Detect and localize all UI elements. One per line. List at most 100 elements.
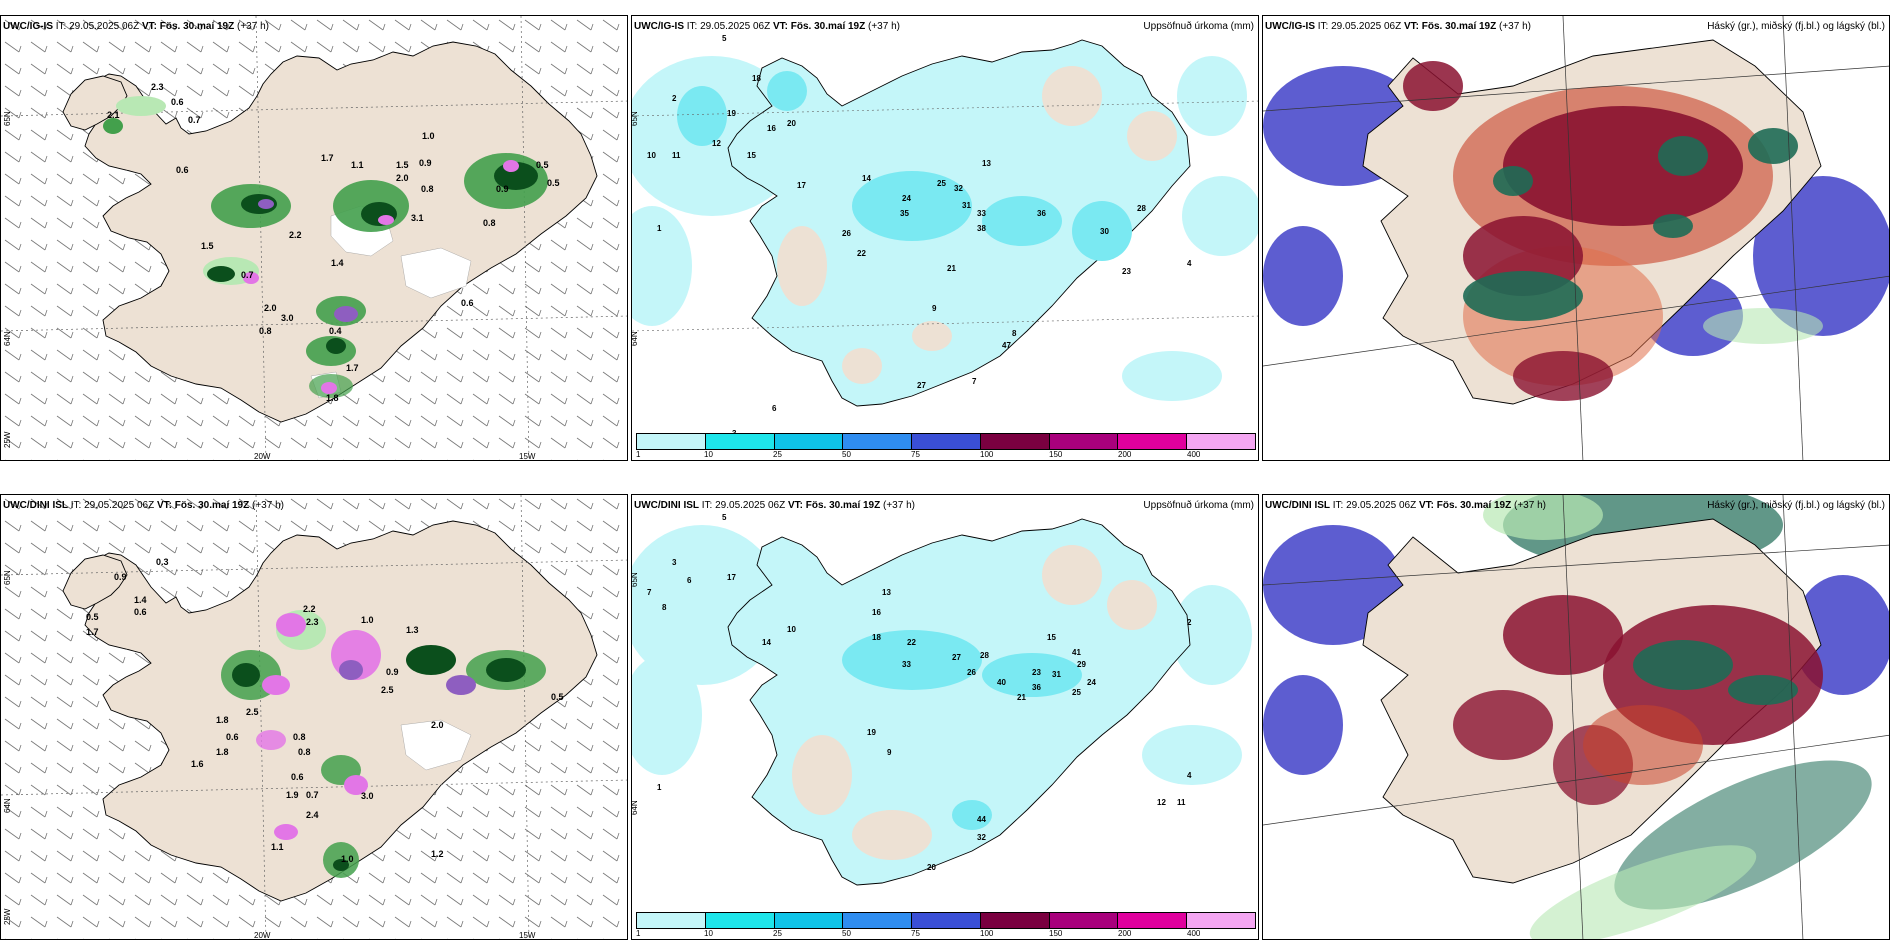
svg-text:17: 17: [797, 181, 806, 190]
svg-text:26: 26: [842, 229, 851, 238]
svg-text:24: 24: [902, 194, 911, 203]
lat-label-64n: 64N: [631, 331, 639, 346]
panel-top-left: UWC/IG-IS IT: 29.05.2025 06Z VT: Fös. 30…: [0, 15, 628, 461]
lat-label-64n: 64N: [3, 798, 12, 813]
svg-text:1.4: 1.4: [134, 595, 147, 605]
colorbar-swatch: [980, 913, 1050, 928]
svg-text:35: 35: [900, 209, 909, 218]
svg-text:22: 22: [857, 249, 866, 258]
svg-text:0.5: 0.5: [547, 178, 560, 188]
svg-text:1.0: 1.0: [422, 131, 435, 141]
land-dry-patches: [792, 545, 1157, 860]
lat-label-25w: 25W: [3, 908, 12, 925]
svg-text:0.7: 0.7: [306, 790, 319, 800]
precip-shading: [221, 610, 546, 878]
svg-text:21: 21: [947, 264, 956, 273]
svg-text:1.8: 1.8: [326, 393, 339, 403]
colorbar-labels: 1 10 25 50 75 100 150 200 400: [636, 929, 1201, 938]
colorbar-swatch: [912, 913, 981, 928]
colorbar-swatch: [1118, 434, 1188, 449]
lat-label-65n: 65N: [3, 111, 12, 126]
svg-text:0.6: 0.6: [291, 772, 304, 782]
svg-text:25: 25: [937, 179, 946, 188]
svg-text:32: 32: [954, 184, 963, 193]
colorbar-swatch: [774, 913, 844, 928]
svg-text:47: 47: [1002, 341, 1011, 350]
lat-label-65n: 65N: [3, 570, 12, 585]
svg-text:4: 4: [1187, 771, 1192, 780]
svg-text:36: 36: [1037, 209, 1046, 218]
svg-text:1.7: 1.7: [86, 627, 99, 637]
svg-text:6: 6: [772, 404, 777, 413]
colorbar-swatch: [980, 434, 1050, 449]
svg-text:26: 26: [967, 668, 976, 677]
colorbar-swatch: [912, 434, 981, 449]
svg-text:11: 11: [1177, 798, 1186, 807]
svg-text:23: 23: [1032, 668, 1041, 677]
svg-text:1.5: 1.5: [201, 241, 214, 251]
svg-text:29: 29: [1077, 660, 1086, 669]
svg-text:5: 5: [722, 34, 727, 43]
svg-text:2.1: 2.1: [107, 110, 120, 120]
svg-text:16: 16: [767, 124, 776, 133]
lon-label-15w: 15W: [519, 931, 536, 940]
svg-text:33: 33: [902, 660, 911, 669]
svg-text:0.5: 0.5: [551, 692, 564, 702]
svg-text:27: 27: [952, 653, 961, 662]
colorbar-swatch: [637, 913, 706, 928]
svg-text:2.2: 2.2: [303, 604, 316, 614]
svg-text:2.0: 2.0: [264, 303, 277, 313]
panel-subtitle: Uppsöfnuð úrkoma (mm): [1143, 500, 1254, 511]
svg-text:13: 13: [982, 159, 991, 168]
svg-text:12: 12: [1157, 798, 1166, 807]
panel-title: UWC/DINI ISL IT: 29.05.2025 06Z VT: Fös.…: [634, 500, 915, 511]
svg-text:21: 21: [1017, 693, 1026, 702]
lon-label-20w: 20W: [254, 931, 271, 940]
svg-text:32: 32: [977, 833, 986, 842]
svg-text:0.6: 0.6: [171, 97, 184, 107]
panel-subtitle: Háský (gr.), miðský (fj.bl.) og lágský (…: [1707, 21, 1885, 32]
map-accum-precip: 5 2 10 11 18 16 12 19 15 20 24 14 17 33 …: [632, 16, 1258, 438]
svg-text:0.8: 0.8: [293, 732, 306, 742]
colorbar-swatch: [1049, 434, 1119, 449]
svg-text:7: 7: [972, 377, 977, 386]
svg-text:13: 13: [882, 588, 891, 597]
svg-text:10: 10: [647, 151, 656, 160]
svg-text:1.8: 1.8: [216, 715, 229, 725]
svg-text:3: 3: [672, 558, 677, 567]
colorbar-labels: 1 10 25 50 75 100 150 200 400: [636, 450, 1201, 459]
colorbar-swatch: [1049, 913, 1119, 928]
colorbar-swatch: [1118, 913, 1188, 928]
colorbar-swatch: [843, 434, 913, 449]
colorbar-swatch: [705, 913, 775, 928]
lon-label-20w: 20W: [254, 452, 271, 461]
svg-text:11: 11: [672, 151, 681, 160]
svg-text:25: 25: [1072, 688, 1081, 697]
map-cloud-cover: [1263, 16, 1889, 460]
svg-text:0.8: 0.8: [259, 326, 272, 336]
colorbar: [636, 912, 1256, 929]
colorbar-swatch: [1187, 913, 1256, 928]
svg-text:36: 36: [1032, 683, 1041, 692]
svg-text:3.0: 3.0: [281, 313, 294, 323]
svg-text:1.8: 1.8: [216, 747, 229, 757]
svg-text:1.6: 1.6: [191, 759, 204, 769]
precip-core-cyan: [677, 71, 1132, 261]
svg-text:1.1: 1.1: [351, 160, 364, 170]
svg-text:1.7: 1.7: [321, 153, 334, 163]
lon-label-15w: 15W: [519, 452, 536, 461]
svg-text:3.0: 3.0: [361, 791, 374, 801]
svg-text:10: 10: [787, 625, 796, 634]
svg-text:17: 17: [727, 573, 736, 582]
svg-text:27: 27: [917, 381, 926, 390]
svg-text:6: 6: [687, 576, 692, 585]
svg-text:0.8: 0.8: [298, 747, 311, 757]
svg-text:0.5: 0.5: [86, 612, 99, 622]
svg-text:2.5: 2.5: [246, 707, 259, 717]
panel-title: UWC/DINI ISL IT: 29.05.2025 06Z VT: Fös.…: [3, 500, 284, 511]
colorbar-swatch: [1187, 434, 1256, 449]
lat-label-64n: 64N: [3, 331, 12, 346]
svg-text:2.3: 2.3: [151, 82, 164, 92]
precip-labels: 5 2 10 11 18 16 12 19 15 20 24 14 17 33 …: [647, 34, 1192, 438]
svg-text:1: 1: [657, 783, 662, 792]
